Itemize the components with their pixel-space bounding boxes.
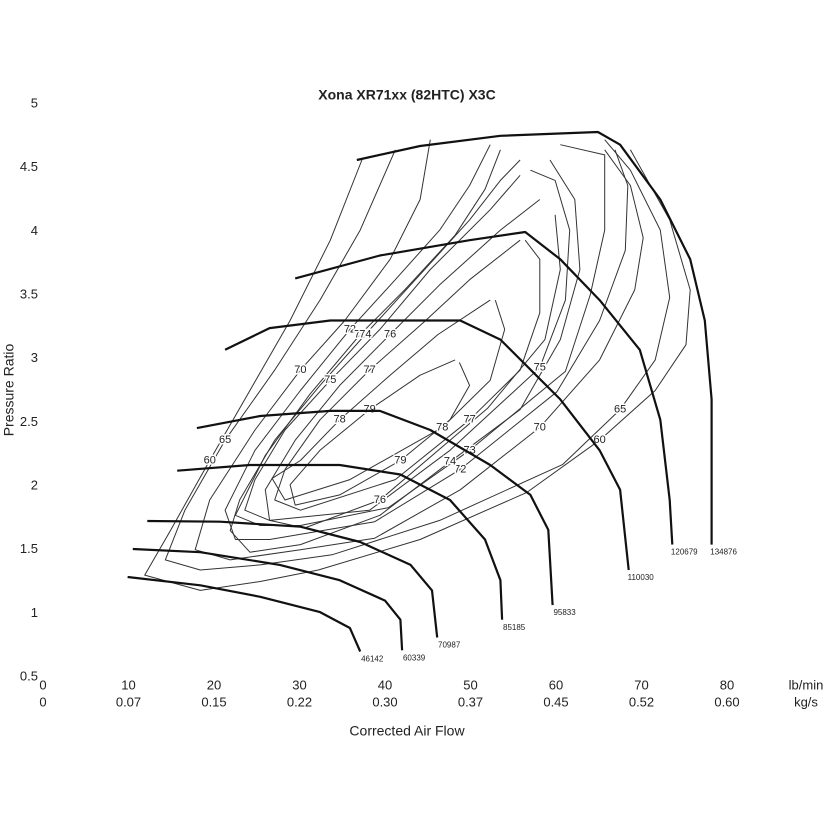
x-tick-label: 20 xyxy=(207,677,221,692)
y-tick-label: 2 xyxy=(31,477,38,492)
contour-label: 74 xyxy=(444,456,456,468)
speed-line xyxy=(177,463,504,620)
efficiency-contour xyxy=(229,159,581,553)
x-tick-label: 0 xyxy=(39,677,46,692)
efficiency-contour xyxy=(244,169,571,521)
speed-label: 70987 xyxy=(438,641,461,650)
speed-label: 110030 xyxy=(628,573,655,582)
speed-line xyxy=(224,319,630,571)
contour-label: 78 xyxy=(436,421,448,433)
y-tick-label: 1.5 xyxy=(20,541,38,556)
efficiency-contour xyxy=(144,149,691,591)
x-tick-label: 10 xyxy=(121,677,135,692)
speed-label: 60339 xyxy=(403,653,426,662)
speed-line xyxy=(294,230,674,545)
x2-tick-label: 0.22 xyxy=(287,694,312,709)
contour-label: 70 xyxy=(294,364,306,376)
speed-line xyxy=(132,547,404,651)
contour-label: 79 xyxy=(394,454,406,466)
x2-tick-label: 0.52 xyxy=(629,694,654,709)
efficiency-contour xyxy=(164,139,671,571)
contour-label: 77 xyxy=(363,364,375,376)
x-tick-label: 70 xyxy=(634,677,648,692)
x-tick-label: 40 xyxy=(378,677,392,692)
contour-label: 75 xyxy=(324,374,336,386)
contour-label: 65 xyxy=(219,434,231,446)
x2-unit: kg/s xyxy=(794,694,818,709)
efficiency-contour xyxy=(194,139,644,561)
efficiency-contour xyxy=(271,299,506,501)
speed-line xyxy=(127,575,362,652)
contour-label: 76 xyxy=(374,494,386,506)
x2-tick-label: 0.45 xyxy=(543,694,568,709)
speed-label: 46142 xyxy=(361,655,384,664)
speed-label: 120679 xyxy=(671,548,698,557)
x2-tick-label: 0.07 xyxy=(116,694,141,709)
efficiency-contour xyxy=(264,199,561,529)
speed-label: 134876 xyxy=(710,548,737,557)
contour-label: 73 xyxy=(354,328,366,340)
efficiency-contour xyxy=(274,239,541,511)
x2-tick-label: 0.37 xyxy=(458,694,483,709)
contour-label: 76 xyxy=(384,328,396,340)
speed-label: 85185 xyxy=(503,623,526,632)
y-tick-label: 5 xyxy=(31,95,38,110)
y-tick-label: 0.5 xyxy=(20,668,38,683)
contour-label: 72 xyxy=(454,463,466,475)
x2-tick-label: 0.30 xyxy=(372,694,397,709)
contour-label: 70 xyxy=(534,421,546,433)
x-tick-label: 80 xyxy=(720,677,734,692)
x-tick-label: 60 xyxy=(549,677,563,692)
x-tick-label: 30 xyxy=(292,677,306,692)
x2-tick-label: 0.15 xyxy=(201,694,226,709)
contour-label: 72 xyxy=(344,323,356,335)
y-tick-label: 4.5 xyxy=(20,159,38,174)
speed-line xyxy=(196,409,554,606)
efficiency-contour xyxy=(289,359,471,506)
y-tick-label: 4 xyxy=(31,223,38,238)
contour-label: 78 xyxy=(334,414,346,426)
x-tick-label: 50 xyxy=(463,677,477,692)
contour-label: 74 xyxy=(359,328,371,340)
x2-tick-label: 0.60 xyxy=(714,694,739,709)
chart-title: Xona XR71xx (82HTC) X3C xyxy=(318,87,495,103)
contour-label: 79 xyxy=(363,404,375,416)
speed-label: 95833 xyxy=(553,608,576,617)
x2-tick-label: 0 xyxy=(39,694,46,709)
y-tick-label: 3 xyxy=(31,350,38,365)
y-tick-label: 2.5 xyxy=(20,414,38,429)
y-tick-label: 3.5 xyxy=(20,286,38,301)
y-axis-label: Pressure Ratio xyxy=(1,343,17,436)
efficiency-contour xyxy=(234,144,606,526)
contour-label: 65 xyxy=(614,404,626,416)
speed-line xyxy=(356,130,713,545)
efficiency-contour xyxy=(224,144,629,540)
x-axis-label: Corrected Air Flow xyxy=(349,723,465,739)
contour-label: 75 xyxy=(534,361,546,373)
contour-label: 77 xyxy=(464,414,476,426)
contour-label: 60 xyxy=(204,454,216,466)
x-unit: lb/min xyxy=(789,677,824,692)
speed-line xyxy=(147,519,439,638)
y-tick-label: 1 xyxy=(31,605,38,620)
